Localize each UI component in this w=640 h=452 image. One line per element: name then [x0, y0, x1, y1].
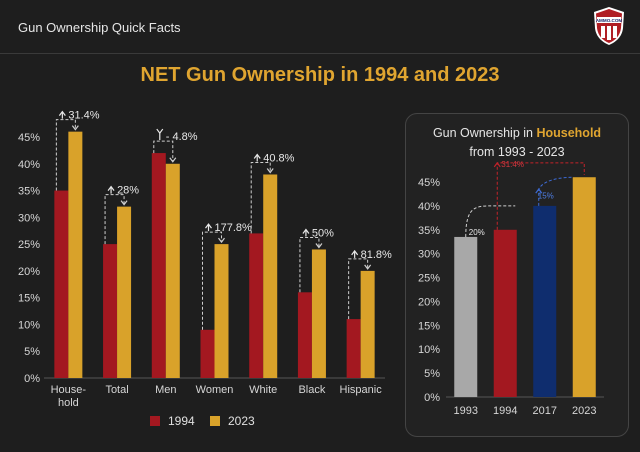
category-label: White	[249, 384, 277, 396]
connector-arrowhead	[71, 125, 79, 131]
connector-arrowhead	[315, 243, 323, 249]
bar-2023	[165, 163, 180, 378]
legend-item-1994: 1994	[150, 414, 195, 428]
category-label: House-	[51, 384, 87, 396]
connector-arrowhead	[120, 200, 128, 206]
bar-2023	[360, 270, 375, 378]
panel-y-tick-label: 0%	[424, 392, 440, 404]
page-header-title: Gun Ownership Quick Facts	[18, 20, 181, 35]
annotation-connector	[299, 236, 320, 293]
y-tick-label: 0%	[24, 373, 40, 385]
arrow-up-icon	[107, 185, 115, 191]
panel-change-label: 31.4%	[501, 160, 524, 169]
panel-y-tick-label: 25%	[418, 273, 440, 285]
panel-category-label: 1994	[493, 405, 517, 417]
category-label: Total	[105, 384, 128, 396]
legend-item-2023: 2023	[210, 414, 255, 428]
y-tick-label: 30%	[18, 212, 40, 224]
bar-1994	[103, 244, 118, 378]
y-tick-label: 10%	[18, 319, 40, 331]
panel-title-highlight: Household	[536, 126, 602, 140]
panel-y-tick-label: 40%	[418, 201, 440, 213]
legend-label-2023: 2023	[228, 414, 255, 428]
change-label: 31.4%	[68, 110, 99, 122]
panel-connector-1994	[496, 162, 585, 230]
annotation-connector	[202, 231, 222, 330]
category-label: Men	[155, 384, 176, 396]
bar-1994	[346, 319, 361, 378]
bar-1994	[54, 190, 69, 378]
change-label: 50%	[312, 227, 334, 239]
bar-2023	[214, 244, 229, 378]
household-panel-title: Gun Ownership in Household from 1993 - 2…	[405, 124, 629, 162]
main-chart-title: NET Gun Ownership in 1994 and 2023	[140, 64, 500, 86]
connector-arrowhead	[218, 237, 225, 244]
annotation-connector	[55, 119, 76, 191]
panel-arrow-up-icon	[493, 161, 501, 168]
header-divider	[0, 53, 640, 54]
legend-label-1994: 1994	[168, 414, 195, 428]
panel-arrow-up-icon	[535, 188, 543, 194]
bar-1994	[297, 292, 312, 378]
legend-swatch-2023	[210, 416, 220, 426]
y-tick-label: 45%	[18, 132, 40, 144]
category-label: hold	[58, 397, 79, 409]
panel-y-tick-label: 5%	[424, 368, 440, 380]
bar-2023	[68, 131, 83, 378]
y-tick-label: 35%	[18, 186, 40, 198]
bar-1994	[200, 329, 215, 378]
panel-bar-2023	[572, 177, 596, 397]
category-label: Black	[298, 384, 325, 396]
arrow-down-icon	[156, 128, 164, 135]
panel-y-tick-label: 20%	[418, 296, 440, 308]
panel-y-tick-label: 35%	[418, 225, 440, 237]
change-label: 177.8%	[215, 222, 253, 234]
header: Gun Ownership Quick Facts AMMO.COM	[0, 0, 640, 54]
panel-change-label: 20%	[469, 228, 485, 237]
panel-bar-1993	[454, 236, 478, 397]
panel-title-prefix: Gun Ownership in	[432, 126, 537, 140]
bar-2023	[311, 249, 326, 378]
change-label: 81.8%	[361, 249, 392, 261]
panel-category-label: 2017	[533, 405, 557, 417]
ammo-shield-logo: AMMO.COM	[594, 7, 624, 45]
bar-2023	[117, 206, 132, 378]
y-tick-label: 40%	[18, 159, 40, 171]
annotation-connector	[153, 140, 174, 162]
arrow-up-icon	[58, 110, 66, 117]
bar-1994	[151, 153, 166, 378]
panel-category-label: 1993	[454, 405, 478, 417]
category-label: Hispanic	[340, 384, 383, 396]
panel-change-label: 15%	[538, 192, 554, 201]
arrow-up-icon	[205, 223, 212, 229]
panel-y-tick-label: 30%	[418, 249, 440, 261]
change-label: 28%	[117, 185, 139, 197]
y-tick-label: 20%	[18, 266, 40, 278]
panel-y-tick-label: 10%	[418, 344, 440, 356]
connector-arrowhead	[266, 168, 274, 174]
y-tick-label: 25%	[18, 239, 40, 251]
category-label: Women	[196, 384, 234, 396]
annotation-connector	[348, 258, 369, 320]
y-tick-label: 15%	[18, 293, 40, 305]
panel-bar-2017	[533, 205, 557, 397]
annotation-connector	[250, 161, 271, 234]
panel-bar-1994	[493, 229, 517, 397]
panel-y-tick-label: 45%	[418, 177, 440, 189]
change-label: - 4.8%	[166, 131, 198, 143]
y-tick-label: 5%	[24, 346, 40, 358]
bar-2023	[263, 174, 278, 378]
panel-subtitle: from 1993 - 2023	[469, 145, 565, 159]
legend-swatch-1994	[150, 416, 160, 426]
bar-1994	[249, 233, 264, 378]
connector-arrowhead	[364, 264, 372, 270]
panel-category-label: 2023	[572, 405, 596, 417]
connector-arrowhead	[169, 157, 177, 163]
panel-connector-1993	[465, 205, 516, 237]
panel-y-tick-label: 15%	[418, 320, 440, 332]
change-label: 40.8%	[263, 152, 294, 164]
logo-text: AMMO.COM	[596, 18, 623, 23]
